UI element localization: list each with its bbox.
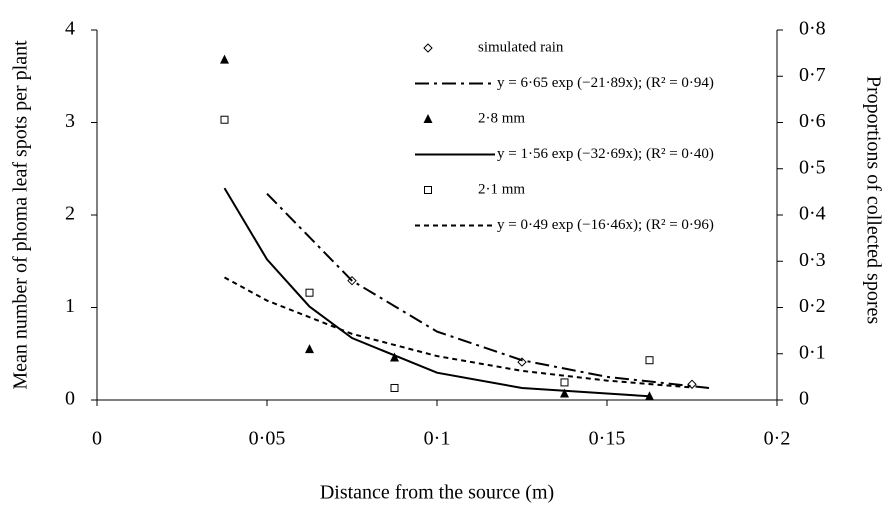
y2-axis-label: Proportions of collected spores — [862, 76, 884, 324]
triangle-marker — [220, 54, 229, 64]
y2-tick-label: 0·6 — [799, 110, 826, 132]
y2-tick-label: 0·7 — [799, 64, 826, 86]
y2-tick-label: 0·5 — [799, 156, 826, 178]
legend-label: y = 1·56 exp (−32·69x); (R² = 0·40) — [497, 146, 714, 162]
x-tick-label: 0·15 — [589, 428, 626, 450]
y2-tick-label: 0·1 — [799, 341, 826, 363]
y-axis-label: Mean number of phoma leaf spots per plan… — [10, 40, 32, 390]
y2-tick-label: 0·3 — [799, 249, 826, 271]
y-tick-label: 0 — [65, 388, 75, 410]
fit-curve — [266, 193, 710, 389]
square-marker — [390, 383, 399, 392]
y2-tick-label: 0·8 — [799, 18, 826, 40]
legend-label: 2·8 mm — [478, 110, 525, 126]
triangle-marker — [305, 344, 314, 354]
y-tick-label: 3 — [65, 110, 75, 132]
square-marker — [220, 115, 229, 124]
legend-label: y = 6·65 exp (−21·89x); (R² = 0·94) — [497, 75, 714, 91]
triangle-marker — [560, 388, 569, 398]
square-marker — [560, 378, 569, 387]
square-marker — [645, 356, 654, 365]
triangle-marker — [390, 352, 399, 362]
legend-label: y = 0·49 exp (−16·46x); (R² = 0·96) — [497, 217, 714, 233]
x-tick-label: 0 — [92, 428, 102, 450]
legend-label: 2·1 mm — [478, 181, 525, 197]
x-tick-label: 0·1 — [424, 428, 451, 450]
y-tick-label: 1 — [65, 295, 75, 317]
y2-tick-label: 0·4 — [799, 203, 826, 225]
legend-marker — [424, 186, 432, 194]
y2-tick-label: 0 — [799, 388, 809, 410]
square-marker — [305, 288, 314, 297]
legend-label: simulated rain — [478, 39, 564, 55]
legend-marker — [423, 43, 433, 53]
y-tick-label: 2 — [65, 203, 75, 225]
legend-marker — [423, 114, 433, 123]
fit-curve — [223, 187, 650, 398]
y2-tick-label: 0·2 — [799, 295, 826, 317]
fit-curve — [224, 276, 693, 389]
x-tick-label: 0·05 — [249, 428, 286, 450]
x-tick-label: 0·2 — [764, 428, 791, 450]
x-axis-label: Distance from the source (m) — [320, 482, 554, 504]
y-tick-label: 4 — [65, 18, 75, 40]
